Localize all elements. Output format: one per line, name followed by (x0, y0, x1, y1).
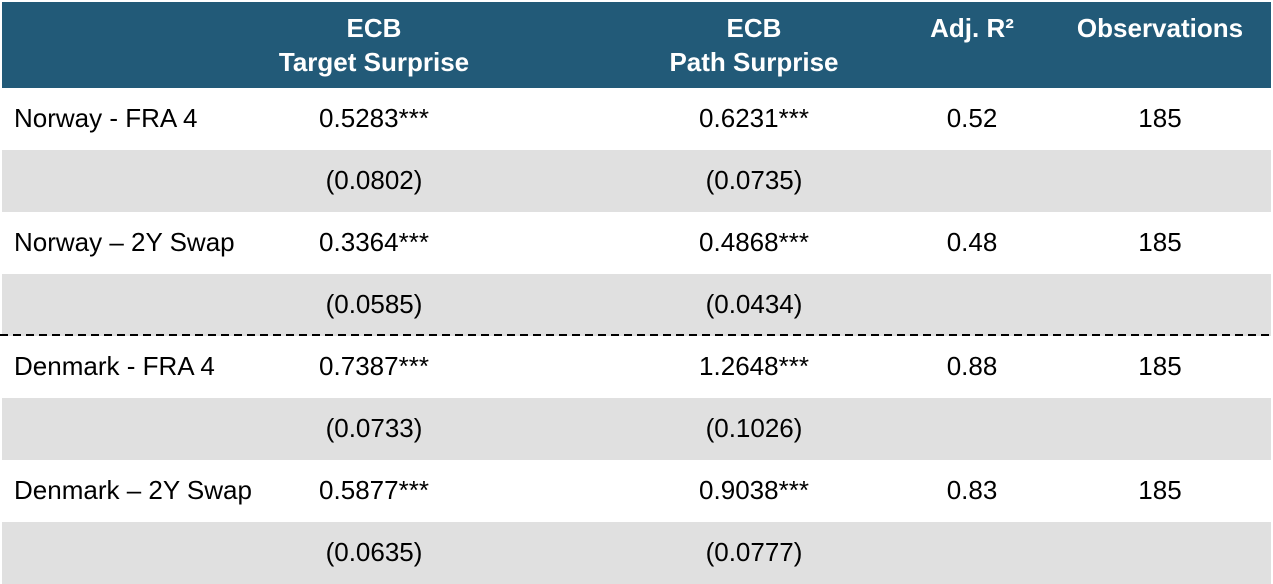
cell-path-surprise: 1.2648*** (699, 351, 809, 381)
cell-path-surprise: 0.9038*** (699, 475, 809, 505)
table-row-norway-2y-swap: Norway – 2Y Swap 0.3364*** 0.4868*** 0.4… (2, 212, 1271, 274)
table-row-norway-fra4-se: (0.0802) (0.0735) (2, 150, 1271, 212)
cell-path-surprise: 0.6231*** (699, 103, 809, 133)
cell-path-surprise-se: (0.0735) (705, 165, 803, 195)
cell-target-surprise-se: (0.0733) (325, 413, 423, 443)
cell-observations: 185 (1138, 227, 1182, 257)
cell-path-surprise-se: (0.1026) (705, 413, 803, 443)
table-row-norway-fra4: Norway - FRA 4 0.5283*** 0.6231*** 0.52 … (2, 88, 1271, 150)
header-ecb-target-line2: Target Surprise (278, 47, 470, 77)
cell-target-surprise: 0.7387*** (319, 351, 429, 381)
cell-target-surprise-se: (0.0635) (325, 537, 423, 567)
cell-path-surprise-se: (0.0777) (705, 537, 803, 567)
header-adj-r2: Adj. R² (930, 13, 1014, 43)
cell-target-surprise: 0.5877*** (319, 475, 429, 505)
cell-observations: 185 (1138, 475, 1182, 505)
header-ecb-path-line2: Path Surprise (669, 47, 839, 77)
cell-target-surprise-se: (0.0585) (325, 289, 423, 319)
table-row-norway-2y-swap-se: (0.0585) (0.0434) (2, 274, 1271, 336)
dashed-section-divider (0, 334, 1273, 336)
header-ecb-path-surprise: ECB Path Surprise (669, 11, 838, 79)
cell-target-surprise: 0.5283*** (319, 103, 429, 133)
cell-adj-r2: 0.52 (946, 103, 998, 133)
header-ecb-path-line1: ECB (726, 13, 782, 43)
row-label: Denmark - FRA 4 (14, 351, 215, 381)
cell-path-surprise-se: (0.0434) (705, 289, 803, 319)
table-row-denmark-fra4-se: (0.0733) (0.1026) (2, 398, 1271, 460)
cell-observations: 185 (1138, 103, 1182, 133)
header-ecb-target-line1: ECB (346, 13, 402, 43)
cell-adj-r2: 0.48 (946, 227, 998, 257)
cell-adj-r2: 0.88 (946, 351, 998, 381)
cell-observations: 185 (1138, 351, 1182, 381)
cell-adj-r2: 0.83 (946, 475, 998, 505)
table-row-denmark-fra4: Denmark - FRA 4 0.7387*** 1.2648*** 0.88… (2, 336, 1271, 398)
header-ecb-target-surprise: ECB Target Surprise (279, 11, 469, 79)
table-header: ECB Target Surprise ECB Path Surprise Ad… (2, 2, 1271, 88)
row-label: Denmark – 2Y Swap (14, 475, 252, 505)
header-observations: Observations (1076, 13, 1244, 43)
cell-target-surprise-se: (0.0802) (325, 165, 423, 195)
row-label: Norway - FRA 4 (14, 103, 198, 133)
table-row-denmark-2y-swap-se: (0.0635) (0.0777) (2, 522, 1271, 584)
cell-path-surprise: 0.4868*** (699, 227, 809, 257)
cell-target-surprise: 0.3364*** (319, 227, 429, 257)
row-label: Norway – 2Y Swap (14, 227, 235, 257)
table-row-denmark-2y-swap: Denmark – 2Y Swap 0.5877*** 0.9038*** 0.… (2, 460, 1271, 522)
